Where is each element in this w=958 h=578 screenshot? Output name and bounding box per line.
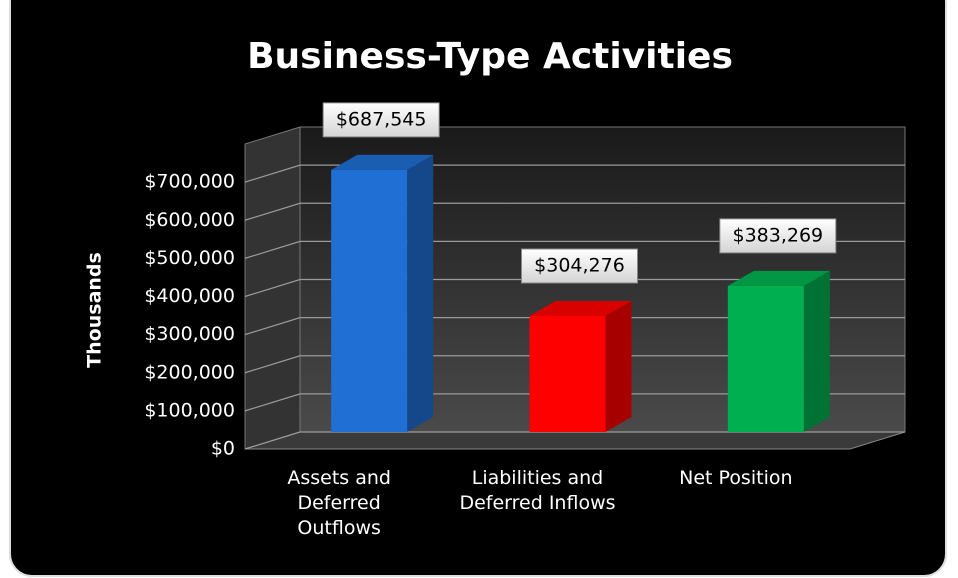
bar [331,154,434,432]
value-label: $383,269 [732,224,823,246]
y-tick-label: $700,000 [144,171,235,193]
grid-line [244,202,905,221]
value-label-box [719,218,837,254]
bar-front [529,315,606,432]
y-tick-label: $600,000 [144,209,235,231]
bar-side [605,300,632,432]
value-label-box [521,248,638,284]
grid-line [244,164,905,183]
grid-line [244,317,905,336]
bar-side [803,270,830,432]
y-axis-title: Thousands [84,252,106,368]
y-tick-label: $400,000 [144,285,235,307]
bar [529,300,632,432]
x-tick-label: Assets and Deferred Outflows [287,467,391,539]
grid-line [244,355,905,374]
grid-line [244,393,905,412]
bar [727,270,830,432]
value-label: $304,276 [534,254,625,276]
bar-top [529,300,632,316]
bar-top [331,154,434,170]
bar-top [727,270,830,286]
x-tick-label: Net Position [679,467,793,489]
x-tick-label: Liabilities and Deferred Inflows [459,467,616,514]
value-label: $687,545 [336,108,427,130]
floor [244,431,906,450]
bar-front [727,285,804,432]
grid-line [244,278,905,298]
value-label-box [322,102,440,138]
y-tick-label: $200,000 [144,361,235,383]
y-tick-label: $300,000 [144,323,235,345]
bar-front [331,169,408,432]
chart-title: Business-Type Activities [247,36,733,77]
y-tick-label: $100,000 [144,399,235,421]
y-tick-label: $0 [211,438,235,460]
bar-side [407,154,434,432]
grid-line [244,431,905,450]
y-tick-label: $500,000 [144,247,235,269]
grid-line [244,240,905,259]
